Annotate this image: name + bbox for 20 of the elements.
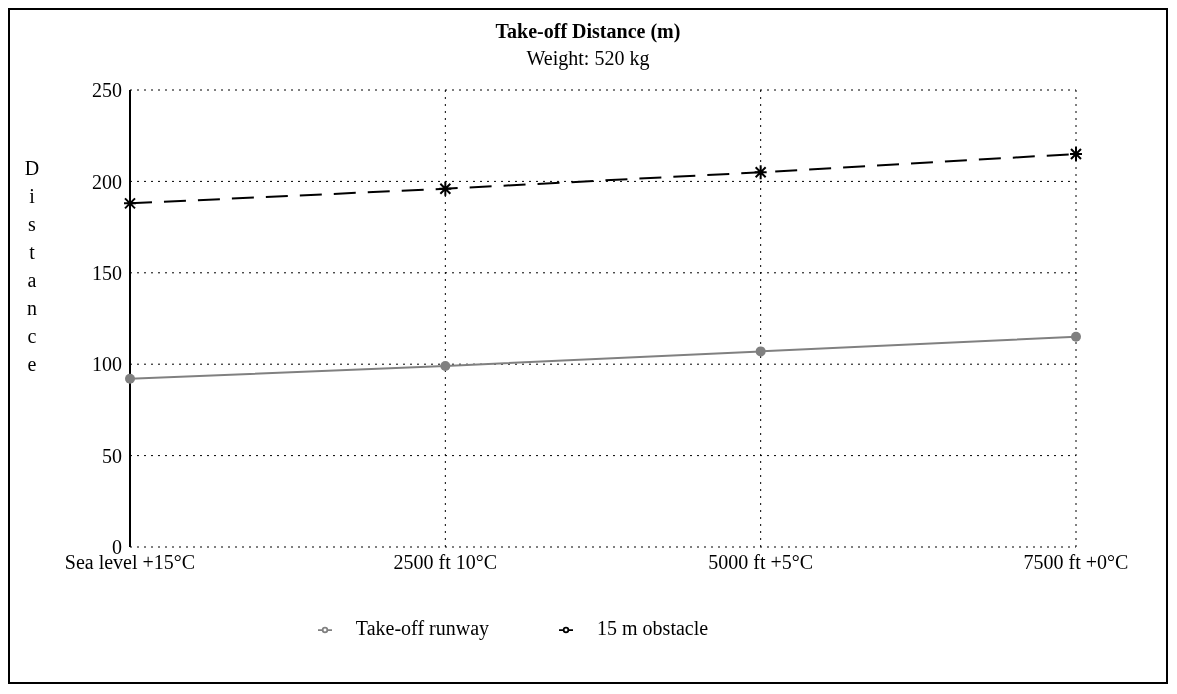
point [1071,331,1081,342]
point [125,373,135,384]
legend-label: 15 m obstacle [597,617,709,639]
point [438,180,453,197]
point [753,164,768,181]
x-tick-label: 2500 ft 10°C [393,551,498,574]
x-tick-label: 5000 ft +5°C [708,551,814,574]
point [1069,145,1083,162]
y-tick-label: 200 [92,170,122,193]
y-tick-label: 100 [92,353,122,376]
x-tick-label: 7500 ft +0°C [1023,551,1129,574]
chart-subtitle: Weight: 520 kg [525,47,651,70]
y-tick-label: 250 [92,79,122,102]
point [755,346,766,357]
y-tick-label: 150 [92,261,122,284]
chart-title: Take-off Distance (m) [494,20,682,43]
legend-label: Take-off runway [355,617,490,639]
point [440,361,451,372]
y-tick-label: 50 [102,444,122,467]
y-axis-title: Distance [24,156,40,375]
